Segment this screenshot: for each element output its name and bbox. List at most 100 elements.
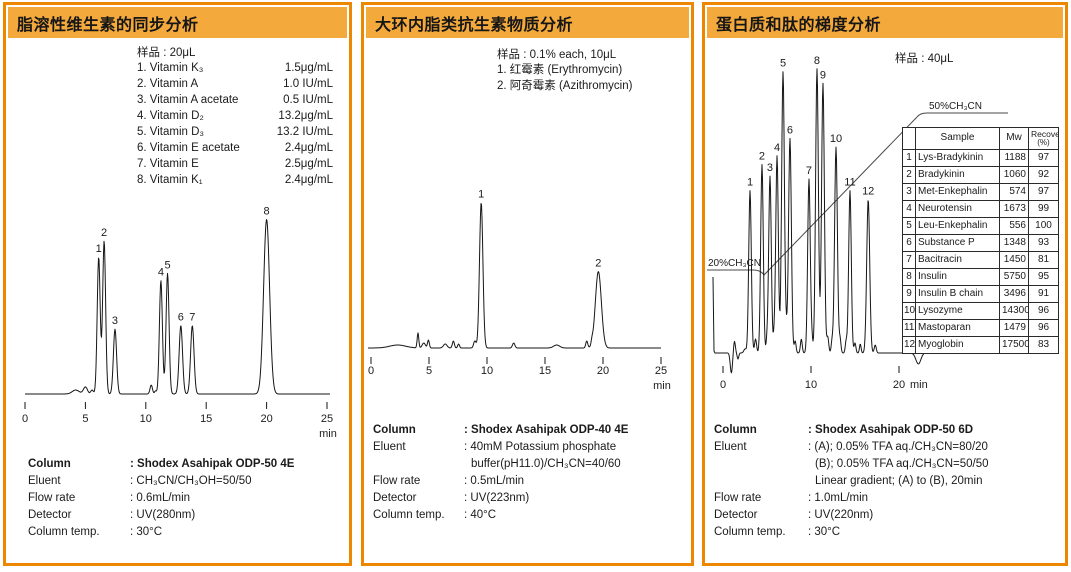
panel-title: 大环内脂类抗生素物质分析 [375,16,574,34]
table-row: 8 Insulin 5750 95 [902,268,1059,286]
peak-label: 7 [189,312,195,324]
condition-row: Eluent: 40mM Potassium phosphate buffer(p… [373,441,621,470]
condition-row: Detector: UV(280nm) [28,509,196,521]
peak-label: 8 [264,205,270,217]
condition-row: Flow rate: 0.5mL/min [373,475,525,487]
x-axis-tick-label: 10 [140,413,152,425]
list-item: 1. Vitamin K₃ 1.5μg/mL [137,62,333,74]
x-axis-tick-label: 20 [893,379,905,391]
condition-row: Flow rate: 0.6mL/min [28,492,191,504]
peak-label: 5 [780,58,786,70]
list-item: 3. Vitamin A acetate 0.5 IU/mL [137,94,333,106]
chromatogram-trace [25,219,330,395]
condition-row: Column: Shodex Asahipak ODP-50 6D [714,424,974,436]
condition-row: Eluent: CH₃CN/CH₃OH=50/50 [28,475,252,487]
panel-title: 脂溶性维生素的同步分析 [17,16,199,34]
peak-label: 10 [830,133,842,145]
list-item: 2. Vitamin A 1.0 IU/mL [137,78,333,90]
table-row: 2 Bradykinin 1060 92 [902,166,1059,184]
condition-row: Flow rate: 1.0mL/min [714,492,869,504]
gradient-program-line [707,112,1008,276]
x-axis-tick-label: 0 [22,413,28,425]
col-no [902,127,916,150]
sample-volume-label: 样品 : 0.1% each, 10μL [497,49,617,61]
table-row: 6 Substance P 1348 93 [902,234,1059,252]
list-item: 1. 红霉素 (Erythromycin) [497,64,623,76]
x-axis-tick-label: 25 [321,413,333,425]
x-axis-tick-label: 15 [200,413,212,425]
table-row: 12 Myoglobin 17500 83 [902,336,1059,354]
panel-title-bar: 脂溶性维生素的同步分析 [8,7,347,38]
panel-title: 蛋白质和肽的梯度分析 [716,16,882,34]
peak-label: 1 [96,243,102,255]
peak-label: 3 [112,315,118,327]
x-axis-tick-label: 10 [481,365,493,377]
x-axis-tick-label: 0 [368,365,374,377]
list-item: 6. Vitamin E acetate 2.4μg/mL [137,142,333,154]
analysis-conditions: Column: Shodex Asahipak ODP-50 4E Eluent… [28,456,294,541]
col-sample: Sample [915,127,1000,150]
table-row: 3 Met-Enkephalin 574 97 [902,183,1059,201]
x-axis-unit-label: min [653,380,671,392]
analysis-conditions: Column: Shodex Asahipak ODP-50 6D Eluent… [714,422,989,541]
condition-row: Column temp.: 30°C [714,526,841,538]
peak-label: 2 [595,258,601,270]
x-axis-tick-label: 0 [720,379,726,391]
sample-list: 1. Vitamin K₃ 1.5μg/mL 2. Vitamin A 1.0 IU… [137,60,333,188]
list-item: 4. Vitamin D₂ 13.2μg/mL [137,110,333,122]
col-mw: Mw [999,127,1029,150]
table-row: 7 Bacitracin 1450 81 [902,251,1059,269]
x-axis-tick-label: 15 [539,365,551,377]
chromatogram-trace [368,203,661,349]
peak-label: 2 [101,227,107,239]
condition-row: Detector: UV(220nm) [714,509,874,521]
peak-label: 12 [862,185,874,197]
panel-title-bar: 蛋白质和肽的梯度分析 [707,7,1063,38]
recovery-table: Sample Mw Recovery(%) 1Lys-Bradykinin118… [902,127,1059,354]
table-row: 4 Neurotensin 1673 99 [902,200,1059,218]
condition-row: Column temp.: 30°C [28,526,163,538]
list-item: 5. Vitamin D₃ 13.2 IU/mL [137,126,333,138]
peak-label: 4 [158,267,164,279]
panel-antibiotics: 0 5 10 15 20 25 min 1 2 大环内脂类抗生素物质分析 样品 : 0.1% e… [361,2,694,566]
table-row: 11 Mastoparan 1479 96 [902,319,1059,337]
table-header-row: Sample Mw Recovery(%) [902,127,1059,150]
sample-volume-label: 样品 : 40μL [895,53,954,65]
condition-row: Column: Shodex Asahipak ODP-40 4E [373,424,629,436]
table-row: 5 Leu-Enkephalin 556 100 [902,217,1059,235]
list-item: 7. Vitamin E 2.5μg/mL [137,158,333,170]
condition-row: Detector: UV(223nm) [373,492,530,504]
peak-label: 1 [747,177,753,189]
peak-label: 6 [787,124,793,136]
table-row: 9 Insulin B chain 3496 91 [902,285,1059,303]
peak-label: 4 [774,142,780,154]
peak-label: 6 [178,312,184,324]
panel-proteins: 20%CH₃CN 50%CH₃CN 0 10 20 min 1 2 3 4 5 6 7 8 9 10 11 12 … [702,2,1068,566]
table-row: 10 Lysozyme 14300 96 [902,302,1059,320]
peak-label: 1 [478,189,484,201]
peak-label: 11 [844,177,855,189]
panel-vitamins: 0 5 10 15 20 25 min 1 2 3 4 5 6 7 8 脂溶性维生素的同步分析 样品 : 2… [3,2,352,566]
peak-label: 9 [820,69,826,81]
peak-label: 7 [806,165,812,177]
sample-volume-label: 样品 : 20μL [137,47,196,59]
gradient-start-label: 20%CH₃CN [708,258,761,269]
peak-label: 5 [164,259,170,271]
peak-label: 3 [767,162,773,174]
list-item: 8. Vitamin K₁ 2.4μg/mL [137,174,333,186]
x-axis-unit-label: min [319,428,337,440]
panel-title-bar: 大环内脂类抗生素物质分析 [366,7,689,38]
x-axis-tick-label: 20 [260,413,272,425]
condition-row: Column temp.: 40°C [373,509,497,521]
list-item: 2. 阿奇霉素 (Azithromycin) [497,80,633,92]
analysis-conditions: Column: Shodex Asahipak ODP-40 4E Eluent… [373,422,628,524]
sample-list: 1. 红霉素 (Erythromycin) 2. 阿奇霉素 (Azithromy… [497,62,687,94]
x-axis-tick-label: 25 [655,365,667,377]
x-axis-unit-label: min [910,379,928,391]
peak-label: 2 [759,151,765,163]
table-row: 1 Lys-Bradykinin 1188 97 [902,149,1059,167]
condition-row: Eluent: (A); 0.05% TFA aq./CH₃CN=80/20 (B… [714,441,989,487]
peak-label: 8 [814,55,820,67]
